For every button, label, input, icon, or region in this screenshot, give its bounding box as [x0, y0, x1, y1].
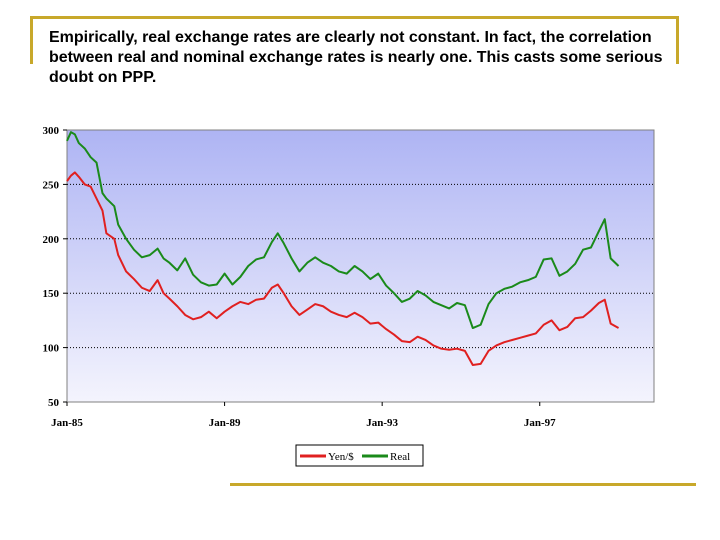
y-tick-label: 50	[48, 397, 60, 409]
legend-box	[295, 444, 424, 467]
x-tick-label: Jan-93	[366, 417, 398, 429]
legend-label-real: Real	[390, 451, 410, 463]
y-axis: 50 100 150 200 250 300	[43, 125, 67, 409]
series-line-yen	[66, 171, 620, 367]
y-tick-label: 300	[43, 125, 60, 137]
x-tick-label: Jan-97	[524, 417, 556, 429]
y-tick-label: 250	[43, 179, 60, 191]
slide-text: Empirically, real exchange rates are cle…	[49, 29, 663, 86]
plot-area	[66, 129, 655, 403]
legend: Yen/$ Real	[295, 444, 424, 467]
series-lines	[66, 131, 620, 367]
x-tick-label: Jan-85	[51, 417, 83, 429]
legend-label-yen: Yen/$	[328, 451, 354, 463]
x-axis: Jan-85 Jan-89 Jan-93 Jan-97	[51, 402, 556, 429]
right-accent-rule	[676, 16, 679, 64]
x-tick-label: Jan-89	[209, 417, 241, 429]
bottom-accent-rule	[230, 483, 696, 486]
top-accent-rule	[30, 16, 678, 19]
y-tick-label: 200	[43, 234, 60, 246]
left-accent-rule	[30, 16, 33, 64]
grid-lines	[67, 183, 654, 349]
y-tick-label: 150	[43, 288, 60, 300]
y-tick-label: 100	[43, 343, 60, 355]
series-line-real	[66, 131, 620, 330]
